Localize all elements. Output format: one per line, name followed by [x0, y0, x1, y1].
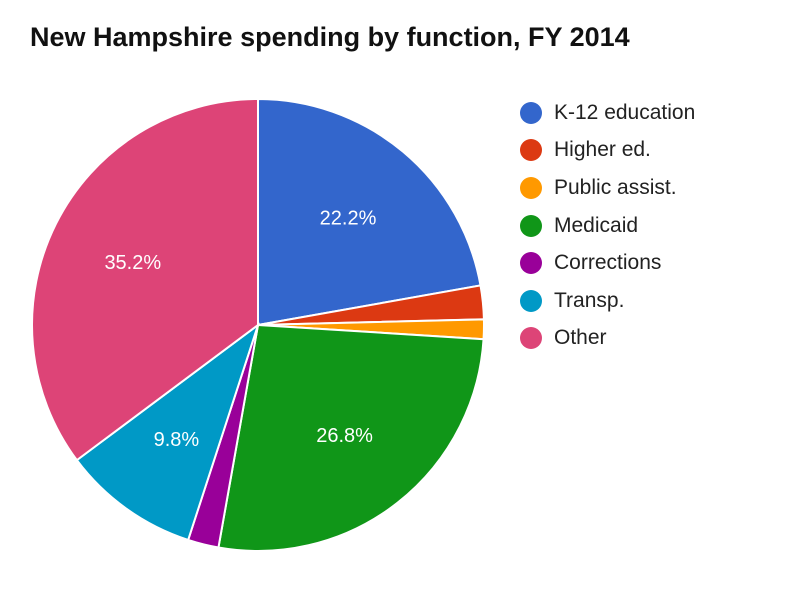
pie-slice-transp[interactable] [75, 322, 260, 542]
legend-item-corrections[interactable]: Corrections [520, 244, 695, 282]
legend-swatch [520, 289, 542, 312]
legend-label: Corrections [554, 251, 662, 275]
legend: K-12 education Higher ed. Public assist. Me… [520, 94, 695, 357]
legend-label: K-12 education [554, 100, 696, 124]
legend-swatch [520, 176, 542, 199]
legend-item-medicaid[interactable]: Medicaid [520, 207, 695, 245]
pie-slice-k-12-education[interactable] [257, 97, 482, 327]
legend-item-other[interactable]: Other [520, 320, 695, 358]
legend-swatch [520, 139, 542, 162]
legend-swatch [520, 214, 542, 237]
chart-title: New Hampshire spending by function, FY 2… [30, 22, 630, 52]
legend-label: Public assist. [554, 175, 677, 199]
legend-swatch [520, 101, 542, 124]
slice-label-k-12-education: 22.2% [320, 208, 377, 230]
legend-label: Other [554, 326, 607, 350]
pie-slice-other[interactable] [31, 97, 259, 462]
slice-label-other: 35.2% [104, 252, 161, 274]
legend-item-public-assist[interactable]: Public assist. [520, 169, 695, 207]
slice-label-transp: 9.8% [154, 429, 200, 451]
slice-label-medicaid: 26.8% [316, 425, 373, 447]
pie-slices [31, 97, 485, 552]
legend-label: Transp. [554, 288, 625, 312]
legend-swatch [520, 327, 542, 350]
legend-item-transp[interactable]: Transp. [520, 282, 695, 320]
pie-slice-medicaid[interactable] [217, 323, 485, 552]
legend-swatch [520, 252, 542, 275]
slice-labels: 22.2% 26.8% 9.8% 35.2% [104, 208, 376, 451]
legend-label: Medicaid [554, 213, 639, 237]
legend-item-higher-ed[interactable]: Higher ed. [520, 132, 695, 170]
legend-label: Higher ed. [554, 138, 651, 162]
legend-item-k-12-education[interactable]: K-12 education [520, 94, 695, 132]
